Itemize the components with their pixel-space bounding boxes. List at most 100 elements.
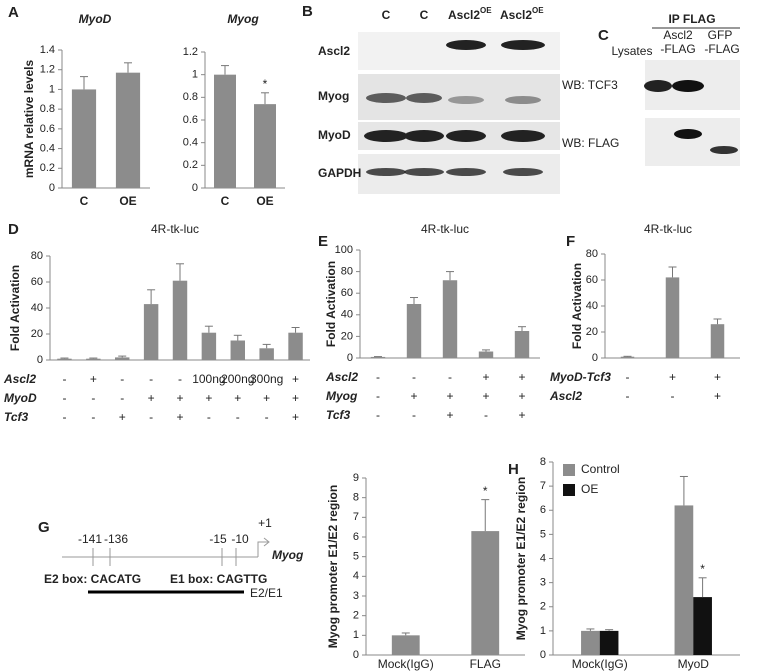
row-label: WB: FLAG (562, 136, 619, 150)
region-label: E2/E1 (250, 586, 283, 600)
significance: * (483, 484, 488, 498)
condition-value: - (120, 391, 124, 405)
condition-value: - (62, 410, 66, 424)
condition-value: + (263, 391, 270, 405)
legend-label: Control (581, 462, 620, 476)
condition-value: 100ng (192, 372, 225, 386)
panel-label: B (302, 3, 313, 20)
condition-value: - (207, 410, 211, 424)
y-tick-label: 1 (192, 69, 198, 81)
y-tick-label: 60 (341, 287, 353, 299)
row-label: Myog (318, 89, 349, 103)
bar (514, 331, 530, 358)
y-tick-label: 0 (540, 649, 546, 661)
y-tick-label: 40 (31, 302, 43, 314)
condition-value: + (518, 370, 525, 384)
panel-label: G (38, 519, 50, 536)
condition-value: + (518, 408, 525, 422)
y-tick-label: 1 (540, 625, 546, 637)
row-label: MyoD (318, 128, 351, 142)
bar (471, 531, 500, 655)
condition-value: - (149, 372, 153, 386)
y-tick-label: 0 (49, 182, 55, 194)
x-tick-label: Mock(IgG) (378, 657, 434, 671)
y-axis-label: Myog promoter E1/E2 region (514, 477, 528, 640)
condition-name: Tcf3 (326, 408, 351, 422)
chart-title: 4R-tk-luc (421, 222, 469, 236)
y-tick-label: 6 (540, 504, 546, 516)
lane-label: C (420, 8, 429, 22)
y-tick-label: 7 (540, 480, 546, 492)
condition-value: + (482, 370, 489, 384)
x-tick-label: OE (256, 194, 273, 208)
blot-c: C IP FLAG Lysates Ascl2 -FLAG GFP -FLAG … (562, 12, 740, 166)
condition-value: - (626, 389, 630, 403)
condition-value: + (292, 391, 299, 405)
blot-strip (358, 32, 560, 70)
y-tick-label: 1.2 (40, 64, 55, 76)
condition-value: + (176, 391, 183, 405)
y-tick-label: 5 (540, 528, 546, 540)
condition-value: 300ng (250, 372, 283, 386)
bar (71, 89, 97, 188)
condition-value: + (410, 389, 417, 403)
y-axis-label: Fold Activation (570, 263, 584, 349)
condition-value: - (376, 370, 380, 384)
lane-label: Ascl2OE (500, 6, 544, 22)
bar (599, 630, 619, 655)
condition-value: - (91, 410, 95, 424)
lane-sup: OE (480, 6, 492, 15)
y-tick-label: 0.6 (183, 114, 198, 126)
condition-name: Ascl2 (3, 372, 36, 386)
condition-value: + (292, 372, 299, 386)
position: -141 (78, 532, 102, 546)
y-tick-label: 2 (353, 610, 359, 622)
bar (391, 635, 420, 655)
panel-label: E (318, 233, 328, 250)
y-tick-label: 0.8 (183, 91, 198, 103)
condition-value: + (714, 389, 721, 403)
chart-title: Myog (227, 12, 259, 26)
condition-value: + (234, 391, 241, 405)
condition-value: - (120, 372, 124, 386)
significance: * (700, 562, 705, 576)
condition-name: Tcf3 (4, 410, 29, 424)
y-tick-label: 0.8 (40, 103, 55, 115)
bar (57, 358, 72, 360)
lane-name: Ascl2 (500, 8, 532, 22)
bar (710, 324, 725, 358)
bar (115, 357, 130, 360)
significance: * (263, 77, 268, 91)
bar (693, 597, 712, 655)
y-tick-label: 8 (540, 456, 546, 468)
blot-b: B C C Ascl2OE Ascl2OE Ascl2 Myog MyoD GA… (302, 3, 560, 194)
bar (665, 277, 680, 358)
site-ticks (92, 537, 270, 566)
y-tick-label: 40 (586, 300, 598, 312)
condition-name: Myog (326, 389, 358, 403)
condition-value: - (412, 370, 416, 384)
panel-label: A (8, 4, 19, 21)
chart-title: MyoD (79, 12, 112, 26)
row-label: Ascl2 (318, 44, 350, 58)
condition-value: + (482, 389, 489, 403)
bar (370, 356, 386, 358)
bar (674, 505, 694, 655)
y-tick-label: 6 (353, 531, 359, 543)
lane-name: Ascl2 (448, 8, 480, 22)
gene: Myog (272, 548, 304, 562)
condition-value: + (292, 410, 299, 424)
y-tick-label: 20 (586, 326, 598, 338)
y-tick-label: 1 (49, 83, 55, 95)
lane-label: -FLAG (660, 42, 695, 56)
condition-name: MyoD-Tcf3 (550, 370, 611, 384)
condition-value: - (149, 410, 153, 424)
condition-value: 200ng (221, 372, 254, 386)
condition-value: + (518, 389, 525, 403)
bar (259, 348, 274, 360)
x-tick-label: FLAG (470, 657, 501, 671)
band (674, 129, 702, 139)
lane-label: Ascl2 (663, 28, 693, 42)
e2-box: E2 box: CACATG (44, 572, 141, 586)
panel-label: F (566, 233, 575, 250)
